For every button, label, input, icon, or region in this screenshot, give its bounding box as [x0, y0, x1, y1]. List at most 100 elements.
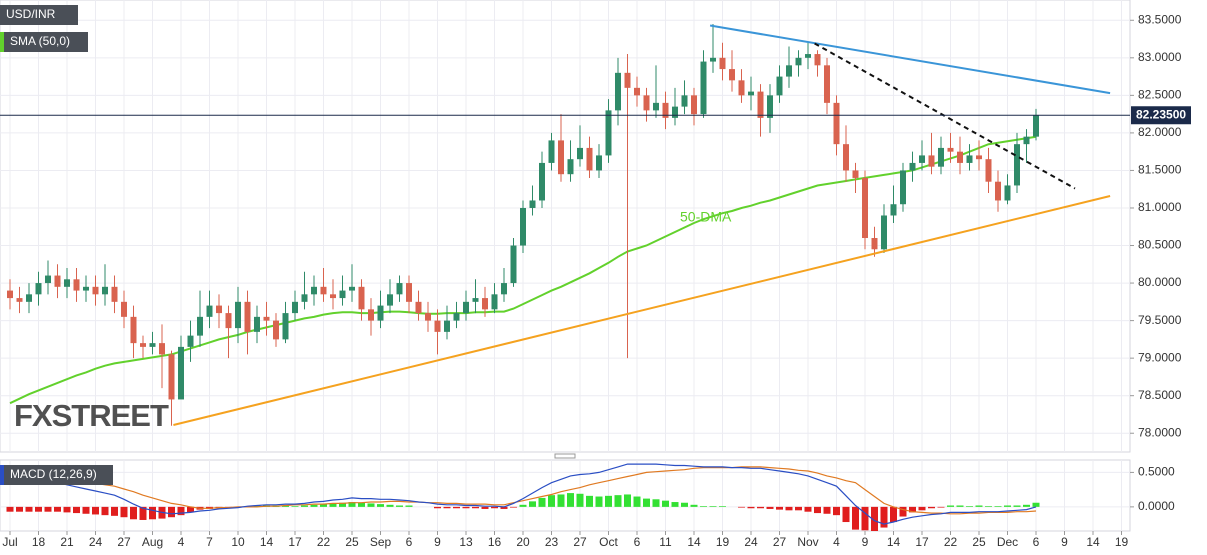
x-tick-label: Oct: [599, 535, 618, 549]
macd-line: [9, 463, 1037, 525]
candle-body: [73, 279, 80, 291]
macd-histogram-bar: [681, 502, 688, 507]
candle-body: [111, 286, 118, 302]
x-tick-label: 6: [634, 535, 641, 549]
x-tick-label: Jul: [2, 535, 17, 549]
candle-body: [805, 54, 811, 58]
macd-legend-label: MACD (12,26,9): [10, 467, 97, 481]
x-tick-label: 4: [833, 535, 840, 549]
candle-body: [415, 301, 422, 314]
macd-histogram-bar: [529, 501, 536, 507]
candle-body: [786, 65, 792, 77]
candle-body: [282, 313, 289, 340]
candle-body: [757, 91, 764, 118]
macd-histogram-bar: [1032, 502, 1040, 507]
candle-body: [187, 335, 194, 347]
macd-histogram-bar: [871, 506, 878, 531]
macd-histogram-bar: [367, 503, 375, 507]
candle-body: [938, 147, 944, 167]
candle-body: [529, 200, 536, 208]
trendline: [709, 24, 1111, 95]
y-tick-label: 0.0000: [1138, 499, 1175, 513]
y-tick-label: 83.0000: [1138, 50, 1182, 64]
candle-body: [216, 305, 222, 314]
macd-histogram-bar: [339, 502, 346, 507]
macd-histogram-bar: [168, 506, 175, 518]
candle-body: [814, 54, 821, 66]
macd-histogram-bar: [614, 495, 622, 507]
y-tick-label: 82.0000: [1138, 125, 1182, 139]
candle-body: [1004, 185, 1011, 201]
candle-body: [168, 354, 175, 400]
y-tick-label: 79.5000: [1138, 313, 1182, 327]
macd-histogram-bar: [928, 506, 935, 509]
macd-histogram-bar: [44, 506, 52, 512]
candle-body: [349, 286, 355, 291]
macd-histogram-bar: [348, 502, 356, 507]
candle-body: [45, 275, 51, 284]
candle-body: [700, 61, 707, 115]
candle-body: [548, 140, 555, 163]
x-tick-label: 21: [60, 535, 74, 549]
macd-histogram-bar: [709, 506, 717, 507]
candle-body: [615, 72, 621, 111]
candle-body: [596, 155, 602, 171]
macd-histogram-bar: [443, 506, 451, 509]
candle-body: [966, 155, 973, 163]
candle-body: [928, 155, 935, 167]
macd-histogram-bar: [595, 496, 603, 507]
candle-body: [178, 346, 184, 400]
last-price-label: 82.23500: [1136, 107, 1186, 121]
macd-histogram-bar: [671, 502, 679, 507]
candle-body: [653, 102, 659, 111]
candle-body: [767, 95, 773, 118]
x-tick-label: 6: [406, 535, 413, 549]
candle-body: [862, 177, 868, 239]
x-tick-label: Nov: [797, 535, 818, 549]
candle-body: [64, 279, 70, 287]
candle-body: [1033, 115, 1039, 137]
candle-body: [149, 343, 156, 347]
x-tick-label: Sep: [370, 535, 392, 549]
candle-body: [16, 298, 23, 302]
candle-body: [491, 294, 498, 310]
symbol-label: USD/INR: [6, 7, 56, 21]
macd-histogram-bar: [956, 505, 964, 507]
macd-histogram-bar: [567, 493, 574, 507]
x-tick-label: 24: [89, 535, 103, 549]
candle-body: [985, 159, 992, 182]
macd-histogram-bar: [652, 499, 660, 507]
panel-divider-handle[interactable]: [554, 453, 576, 459]
candle-body: [292, 301, 298, 314]
x-tick-label: 7: [206, 535, 213, 549]
macd-histogram-bar: [890, 506, 897, 523]
macd-histogram-bar: [576, 493, 584, 507]
macd-histogram-bar: [453, 506, 460, 509]
y-tick-label: 80.5000: [1138, 238, 1182, 252]
macd-histogram-bar: [434, 506, 441, 509]
candle-body: [890, 204, 897, 216]
macd-histogram-bar: [985, 506, 992, 507]
candle-body: [92, 286, 99, 295]
candle-body: [520, 207, 526, 246]
candle-body: [871, 238, 878, 250]
x-tick-label: 25: [972, 535, 986, 549]
candle-body: [510, 245, 517, 284]
macd-histogram-bar: [994, 506, 1002, 507]
macd-histogram-bar: [310, 504, 318, 507]
candle-body: [643, 95, 650, 111]
x-tick-label: 17: [915, 535, 929, 549]
candle-body: [254, 316, 260, 332]
macd-histogram-bar: [519, 504, 527, 507]
y-tick-label: 81.5000: [1138, 163, 1182, 177]
x-tick-label: 4: [178, 535, 185, 549]
macd-histogram-bar: [557, 494, 565, 507]
x-tick-label: 27: [773, 535, 787, 549]
candle-body: [197, 316, 203, 336]
macd-histogram-bar: [852, 506, 859, 530]
macd-histogram-bar: [82, 506, 90, 514]
watermark: FXSTREET: [14, 398, 169, 433]
candle-body: [852, 170, 859, 178]
candle-body: [634, 87, 640, 96]
